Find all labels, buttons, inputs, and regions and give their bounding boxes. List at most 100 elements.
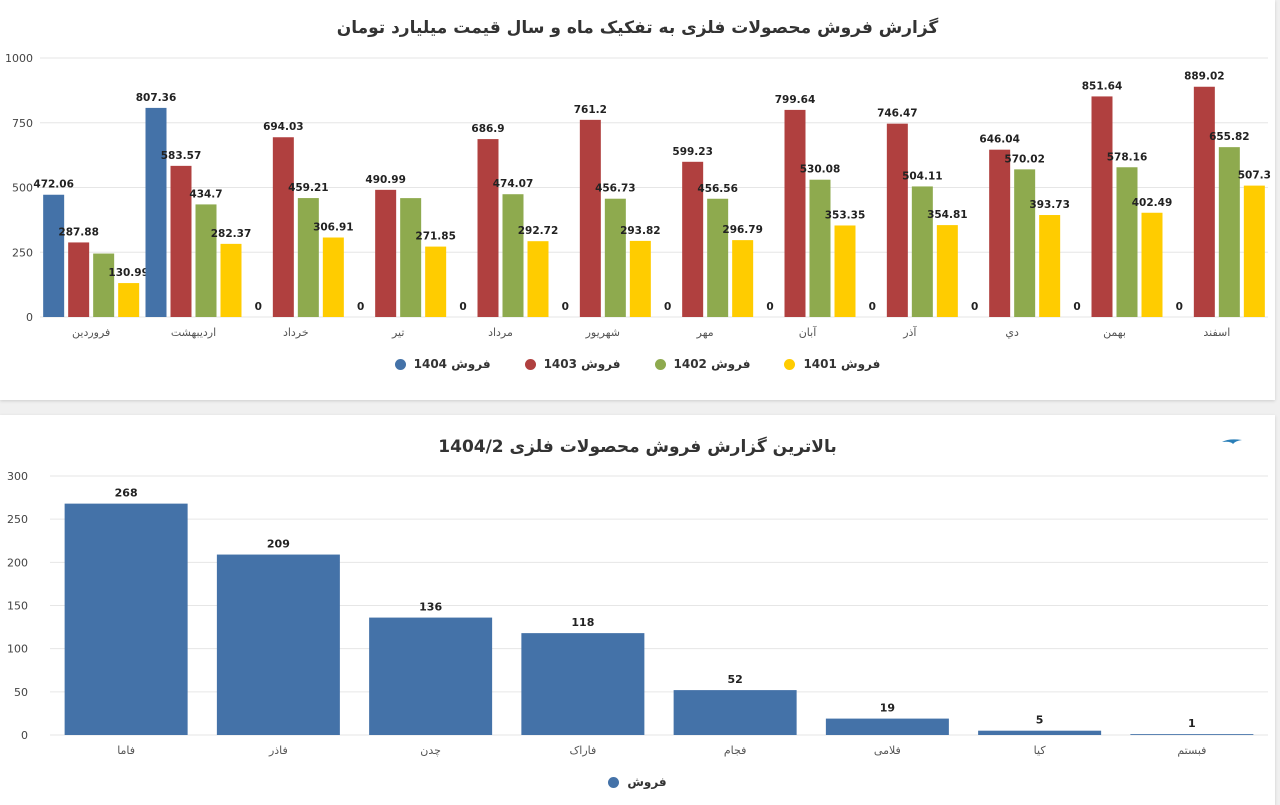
- bar: [118, 283, 140, 317]
- top-products-chart-panel: بالاترین گزارش فروش محصولات فلزی 1404/2 …: [0, 415, 1275, 805]
- bar: [145, 107, 167, 317]
- chart-title: بالاترین گزارش فروش محصولات فلزی 1404/2: [438, 437, 837, 457]
- bar: [369, 617, 493, 735]
- legend-item: فروش 1401: [784, 357, 880, 371]
- data-label: 889.02: [1184, 71, 1225, 83]
- bar: [707, 198, 729, 317]
- bar: [93, 253, 115, 317]
- x-tick-label: شهریور: [585, 326, 620, 339]
- data-label: 0: [869, 301, 876, 313]
- legend-label: فروش 1402: [673, 357, 751, 371]
- data-label: 353.35: [825, 209, 866, 221]
- data-label: 1: [1188, 717, 1196, 730]
- bar: [297, 198, 319, 317]
- monthly-sales-chart: 0 250 500 750 1000 472.06 287.88 130.99 فروردین 8…: [5, 52, 1271, 339]
- y-tick-label: 500: [12, 182, 33, 195]
- chart-legend: فروش: [0, 775, 1275, 789]
- y-tick-label: 150: [7, 600, 28, 613]
- data-label: 293.82: [620, 225, 661, 237]
- x-tick-label: آبان: [799, 325, 817, 339]
- y-tick-label: 0: [26, 311, 33, 324]
- bar: [521, 633, 645, 735]
- bar: [834, 225, 856, 317]
- bar: [825, 718, 949, 735]
- data-label: 799.64: [775, 94, 816, 106]
- bar: [195, 204, 217, 317]
- data-label: 52: [727, 673, 742, 686]
- data-label: 507.3: [1238, 170, 1271, 182]
- bar: [784, 109, 806, 317]
- bar: [1243, 185, 1265, 317]
- x-tick-label: فاذر: [268, 744, 288, 757]
- data-label: 0: [459, 301, 466, 313]
- bar: [322, 237, 344, 317]
- bar: [220, 243, 242, 317]
- bar: [682, 161, 704, 317]
- x-tick-label: دي: [1005, 326, 1019, 339]
- legend-item: فروش 1403: [524, 357, 621, 371]
- data-label: 472.06: [33, 179, 74, 191]
- bar: [425, 246, 447, 317]
- bar: [170, 165, 192, 317]
- data-label: 268: [115, 487, 138, 500]
- bar: [1130, 734, 1254, 735]
- bar: [1116, 167, 1138, 317]
- y-tick-label: 300: [7, 470, 28, 483]
- bar: [1218, 147, 1240, 317]
- data-label: 578.16: [1107, 151, 1148, 163]
- data-label: 474.07: [493, 178, 534, 190]
- data-label: 209: [267, 538, 290, 551]
- data-label: 354.81: [927, 209, 968, 221]
- x-tick-label: اسفند: [1203, 326, 1230, 339]
- data-label: 456.56: [697, 183, 738, 195]
- data-label: 746.47: [877, 108, 918, 120]
- data-label: 0: [766, 301, 773, 313]
- x-tick-label: فبستم: [1177, 744, 1206, 757]
- x-tick-label: فاراک: [569, 744, 596, 757]
- bar: [989, 149, 1011, 317]
- x-tick-label: فروردین: [72, 326, 110, 339]
- x-tick-label: مهر: [696, 326, 714, 339]
- legend-marker: [608, 776, 620, 788]
- x-tick-label: کیا: [1034, 744, 1047, 757]
- data-label: 402.49: [1132, 197, 1173, 209]
- bar: [477, 139, 499, 317]
- bar: [1091, 96, 1113, 318]
- data-label: 434.7: [189, 188, 222, 200]
- data-label: 0: [1176, 301, 1183, 313]
- bar: [527, 241, 549, 317]
- x-tick-label: اردیبهشت: [171, 326, 216, 339]
- legend-label: فروش 1401: [803, 357, 881, 371]
- bar: [502, 194, 524, 317]
- data-label: 130.99: [108, 267, 149, 279]
- bar: [732, 240, 754, 317]
- data-label: 851.64: [1082, 80, 1123, 92]
- legend-marker: [654, 358, 666, 370]
- data-label: 5: [1036, 714, 1044, 727]
- legend-label: فروش 1403: [543, 357, 621, 371]
- data-label: 570.02: [1004, 153, 1045, 165]
- bar: [579, 119, 601, 317]
- data-label: 646.04: [979, 134, 1020, 146]
- legend-item: فروش 1402: [654, 357, 751, 371]
- legend-item: فروش: [608, 775, 667, 789]
- x-tick-label: خرداد: [283, 326, 309, 339]
- bar: [68, 242, 90, 317]
- bar: [1193, 86, 1215, 317]
- bar: [375, 189, 397, 317]
- bar: [400, 198, 422, 317]
- bar: [43, 194, 65, 317]
- data-label: 136: [419, 601, 442, 614]
- data-label: 599.23: [672, 146, 713, 158]
- data-label: 583.57: [161, 150, 202, 162]
- bar: [1141, 212, 1163, 317]
- feather-icon: [1222, 439, 1242, 444]
- data-label: 0: [971, 301, 978, 313]
- data-label: 306.91: [313, 222, 354, 234]
- data-label: 490.99: [365, 174, 406, 186]
- x-tick-label: تیر: [391, 326, 404, 339]
- bar: [1014, 169, 1036, 317]
- data-label: 287.88: [58, 226, 99, 238]
- data-label: 118: [571, 616, 594, 629]
- data-label: 0: [664, 301, 671, 313]
